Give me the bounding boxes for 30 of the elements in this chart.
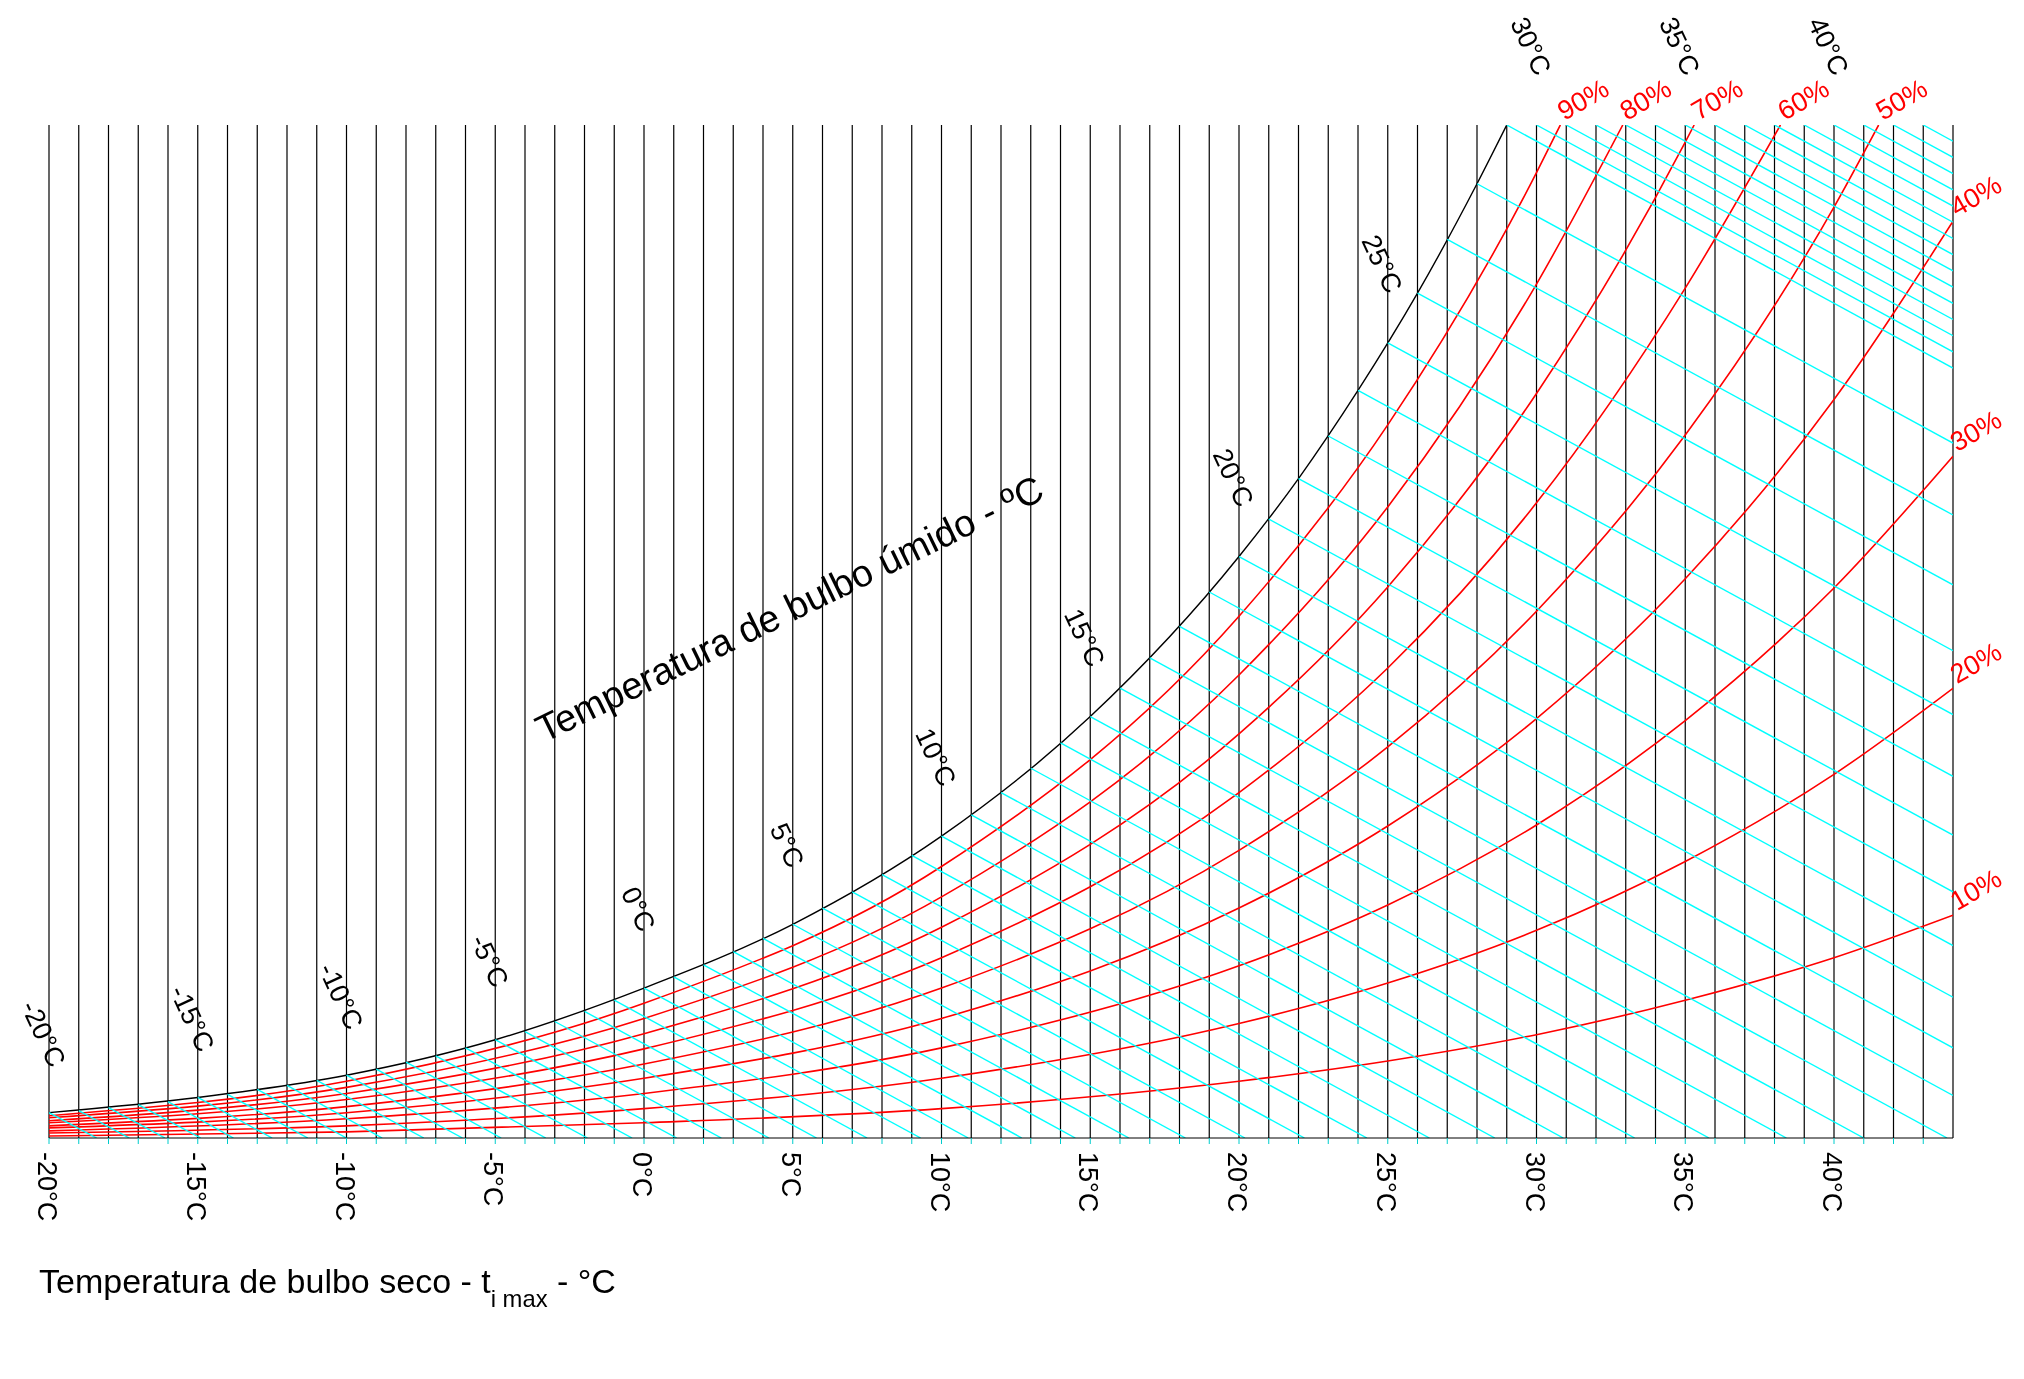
x-axis-title: Temperatura de bulbo seco - t$_{i max}$ - °C bbox=[39, 1262, 616, 1312]
annotation: 10°C bbox=[909, 723, 962, 791]
annotation: 15°C bbox=[1058, 604, 1111, 672]
x-tick-label: 30°C bbox=[1519, 1152, 1550, 1213]
x-tick-label: 0°C bbox=[627, 1152, 657, 1198]
text: 40% bbox=[1945, 169, 2007, 223]
x-tick-label: 20°C bbox=[1222, 1152, 1252, 1213]
x-tick-label: -10°C bbox=[329, 1152, 360, 1222]
x-tick-label: -15°C bbox=[180, 1152, 211, 1222]
x-tick-label: 25°C bbox=[1370, 1152, 1401, 1213]
text: 20% bbox=[1945, 636, 2007, 690]
annotation: 40°C bbox=[1801, 12, 1855, 80]
x-tick-label: 35°C bbox=[1668, 1152, 1699, 1213]
x-tick-label: 10°C bbox=[924, 1152, 955, 1213]
x-tick-label: -20°C bbox=[32, 1152, 62, 1222]
x-tick-label: 5°C bbox=[775, 1152, 806, 1198]
annotation: 25°C bbox=[1355, 230, 1409, 298]
annotation: -10°C bbox=[312, 958, 369, 1035]
annotation: -20°C bbox=[14, 996, 72, 1072]
text: 30% bbox=[1945, 404, 2007, 458]
x-tick-label: 40°C bbox=[1817, 1152, 1847, 1213]
annotation: 20°C bbox=[1206, 444, 1260, 512]
text: 50% bbox=[1870, 73, 1933, 127]
annotation: -15°C bbox=[163, 980, 221, 1057]
annotation: 0°C bbox=[614, 882, 662, 937]
x-tick-label: 15°C bbox=[1073, 1152, 1104, 1213]
annotation: -5°C bbox=[464, 929, 515, 992]
text: 10% bbox=[1945, 863, 2007, 917]
annotation: 5°C bbox=[763, 818, 811, 873]
x-tick-label: -5°C bbox=[478, 1152, 509, 1207]
